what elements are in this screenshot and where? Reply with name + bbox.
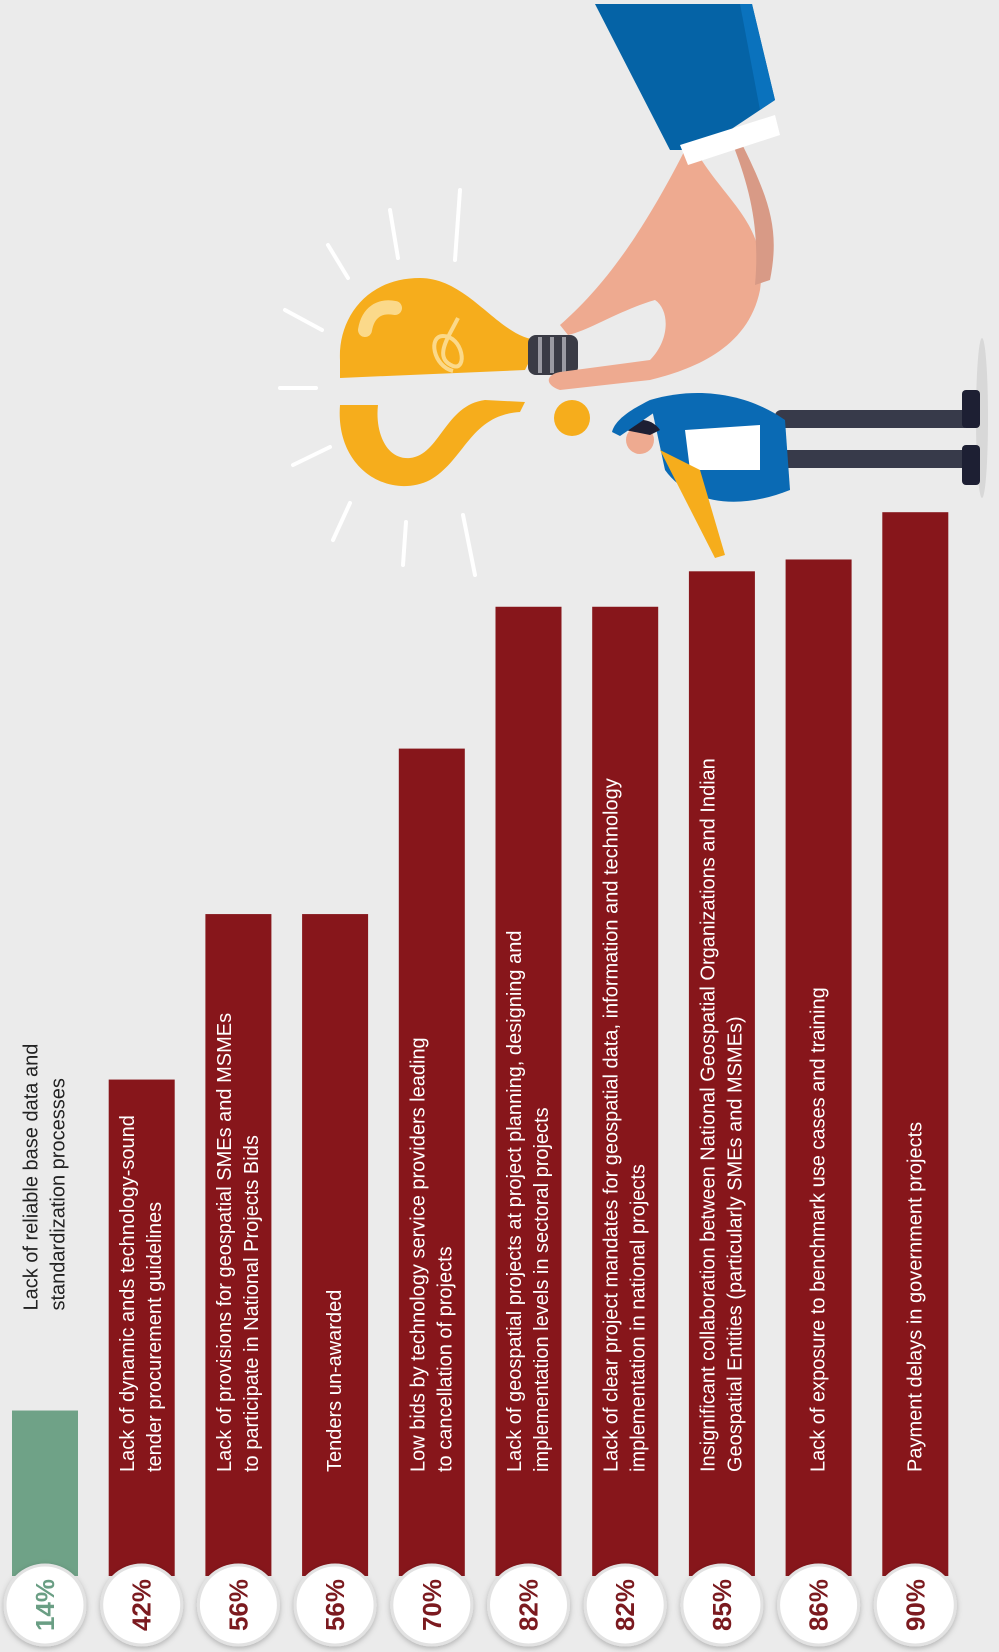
category-label: Lack of dynamic ands technology-sound <box>117 1115 139 1472</box>
bar <box>205 914 272 1576</box>
illustration <box>278 4 988 577</box>
value-badge <box>3 1563 87 1647</box>
bar <box>398 748 465 1576</box>
value-badge <box>100 1563 184 1647</box>
value-label: 85% <box>707 1579 737 1631</box>
bar <box>495 606 562 1576</box>
value-badge <box>873 1563 957 1647</box>
value-label: 82% <box>514 1579 544 1631</box>
bar <box>785 559 852 1576</box>
value-label: 90% <box>900 1579 930 1631</box>
bar <box>108 1079 175 1576</box>
category-label: implementation in national projects <box>628 1164 650 1472</box>
value-badge <box>680 1563 764 1647</box>
value-label: 56% <box>223 1579 253 1631</box>
bars: Lack of reliable base data and standardiz… <box>3 512 957 1647</box>
bar <box>882 512 949 1577</box>
category-label: tender procurement guidelines <box>144 1202 166 1472</box>
category-label: Low bids by technology service providers… <box>407 1037 429 1472</box>
bar <box>592 606 659 1576</box>
value-label: 82% <box>610 1579 640 1631</box>
bar <box>302 914 369 1576</box>
category-label: Geospatial Entities (particularly SMEs a… <box>724 1016 746 1472</box>
category-label: to cancellation of projects <box>434 1246 456 1472</box>
value-badge <box>583 1563 667 1647</box>
category-label: implementation levels in sectoral projec… <box>531 1107 553 1472</box>
value-badge <box>390 1563 474 1647</box>
value-badge <box>196 1563 280 1647</box>
value-badge <box>293 1563 377 1647</box>
bar <box>688 571 755 1576</box>
bar <box>12 1410 78 1576</box>
value-label: 70% <box>417 1579 447 1631</box>
category-label: standardization processes <box>48 1078 70 1310</box>
value-badge <box>487 1563 570 1647</box>
value-badge <box>777 1563 861 1647</box>
category-label: Lack of reliable base data and <box>21 1044 43 1311</box>
category-label: Lack of provisions for geospatial SMEs a… <box>214 1013 236 1472</box>
value-label: 56% <box>320 1579 350 1631</box>
value-label: 86% <box>804 1579 834 1631</box>
category-label: Tenders un-awarded <box>324 1290 346 1472</box>
value-label: 14% <box>30 1579 60 1631</box>
category-label: to participate in National Projects Bids <box>241 1135 263 1472</box>
category-label: Lack of clear project mandates for geosp… <box>601 778 623 1472</box>
category-label: Lack of geospatial projects at project p… <box>504 931 526 1472</box>
category-label: Lack of exposure to benchmark use cases … <box>808 987 830 1472</box>
category-label: Payment delays in government projects <box>904 1122 926 1472</box>
value-label: 42% <box>127 1579 157 1631</box>
category-label: Insignificant collaboration between Nati… <box>697 758 719 1472</box>
